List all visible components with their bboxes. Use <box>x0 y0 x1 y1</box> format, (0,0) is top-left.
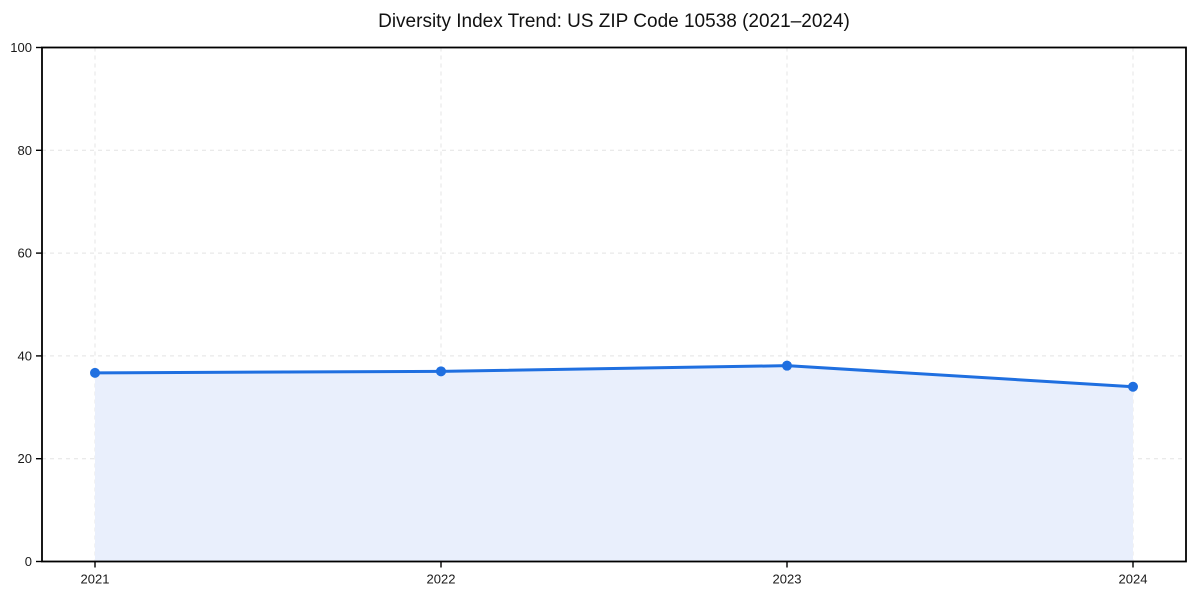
y-tick-label: 0 <box>25 554 32 569</box>
data-point-marker <box>90 367 100 378</box>
plot-border <box>41 46 1187 563</box>
x-tick-label: 2023 <box>773 572 802 587</box>
x-tick-label: 2022 <box>427 572 456 587</box>
y-tick-label: 20 <box>18 451 32 466</box>
y-tick-label: 80 <box>18 143 32 158</box>
data-point-marker <box>436 366 446 377</box>
chart-title: Diversity Index Trend: US ZIP Code 10538… <box>378 11 850 32</box>
y-tick-label: 100 <box>10 40 32 55</box>
area-fill <box>95 365 1133 562</box>
y-tick-label: 40 <box>18 348 32 363</box>
x-tick-label: 2021 <box>81 572 110 587</box>
y-tick-label: 60 <box>18 246 32 261</box>
data-point-marker <box>1128 381 1138 392</box>
x-tick-label: 2024 <box>1119 572 1148 587</box>
data-point-marker <box>782 360 792 371</box>
trend-line <box>93 364 1135 389</box>
